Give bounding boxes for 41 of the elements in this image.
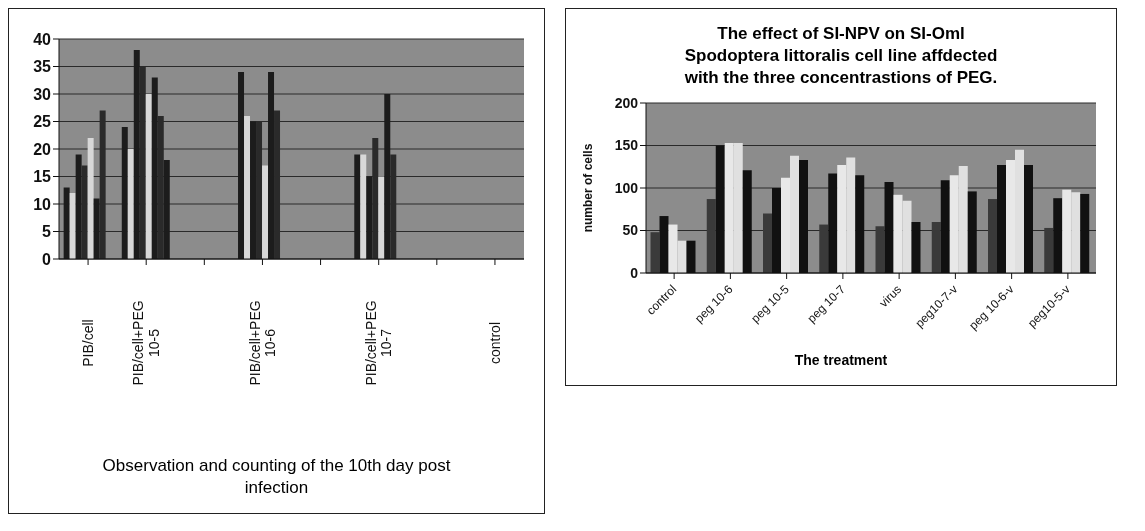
x-axis-title: Observation and counting of the 10th day post infection: [101, 455, 452, 499]
y-tick-label: 40: [33, 30, 52, 48]
bar: [81, 165, 88, 259]
x-tick-label: PIB/cell+PEG 10-5: [130, 300, 162, 386]
y-tick-label: 10: [33, 195, 52, 213]
x-tick-label: virus: [876, 282, 905, 311]
y-tick-label: 5: [42, 223, 52, 241]
y-tick-label: 20: [33, 140, 52, 158]
x-axis-title: The treatment: [793, 351, 889, 370]
y-axis-title: number of cells: [581, 143, 596, 233]
x-tick-label: PIB/cell: [79, 319, 96, 367]
x-tick-label: PIB/cell+PEG 10-7: [362, 300, 395, 386]
y-tick-label: 50: [622, 222, 639, 239]
bar: [931, 222, 941, 273]
bar: [988, 199, 997, 273]
bar: [1044, 227, 1054, 273]
y-tick-label: 150: [614, 137, 639, 154]
bar: [69, 193, 76, 259]
bar: [819, 224, 829, 273]
x-tick-label: PIB/cell+PEG 10-6: [246, 300, 279, 386]
y-tick-label: 100: [614, 179, 639, 196]
bar: [706, 199, 716, 273]
y-tick-label: 15: [33, 168, 52, 186]
x-tick-label: control: [486, 321, 503, 365]
y-tick-label: 200: [614, 94, 639, 111]
bar: [244, 116, 251, 259]
y-tick-label: 35: [33, 58, 52, 76]
chart-title: The effect of SI-NPV on SI-Oml Spodoptera littoralis cell line affdected with the three concentrastions of PEG.: [683, 23, 999, 89]
bar: [87, 138, 94, 259]
y-tick-label: 0: [630, 264, 639, 281]
bar: [875, 226, 885, 273]
bar: [145, 94, 152, 259]
y-tick-label: 0: [42, 250, 52, 268]
bar: [262, 165, 269, 259]
bar: [650, 232, 660, 273]
bar: [360, 154, 367, 259]
bar: [763, 213, 772, 273]
y-tick-label: 25: [33, 113, 52, 131]
bar: [127, 149, 134, 259]
y-tick-label: 30: [33, 85, 52, 103]
bar: [378, 176, 385, 259]
